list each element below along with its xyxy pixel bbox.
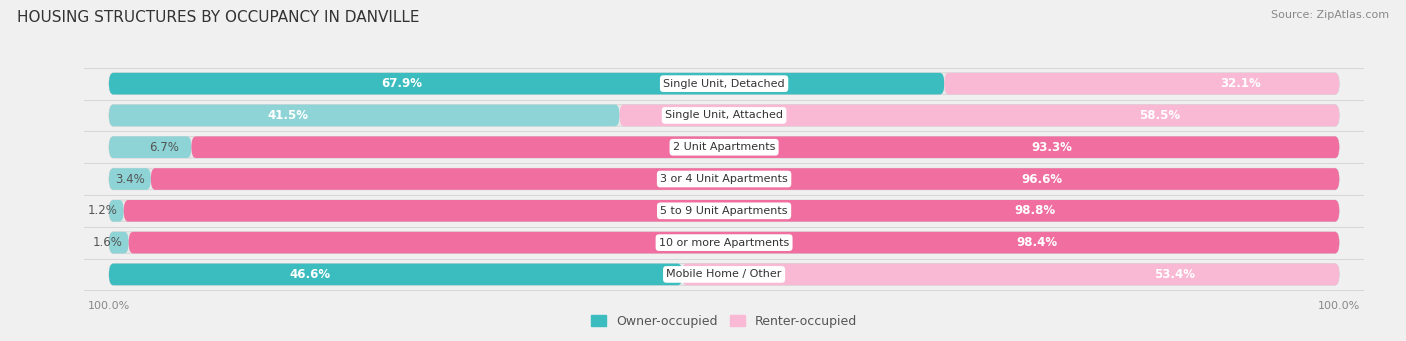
Text: 10 or more Apartments: 10 or more Apartments [659,238,789,248]
FancyBboxPatch shape [110,200,1339,222]
FancyBboxPatch shape [110,168,1339,190]
FancyBboxPatch shape [110,105,1339,126]
Text: 98.8%: 98.8% [1015,204,1056,217]
Text: 67.9%: 67.9% [381,77,422,90]
Text: Single Unit, Detached: Single Unit, Detached [664,79,785,89]
FancyBboxPatch shape [110,105,620,126]
FancyBboxPatch shape [110,200,124,222]
Text: 46.6%: 46.6% [290,268,330,281]
Text: Mobile Home / Other: Mobile Home / Other [666,269,782,279]
FancyBboxPatch shape [191,136,1339,158]
Text: 1.6%: 1.6% [93,236,122,249]
Text: 32.1%: 32.1% [1220,77,1261,90]
Text: 53.4%: 53.4% [1154,268,1195,281]
FancyBboxPatch shape [110,264,682,285]
Legend: Owner-occupied, Renter-occupied: Owner-occupied, Renter-occupied [586,310,862,333]
Text: HOUSING STRUCTURES BY OCCUPANCY IN DANVILLE: HOUSING STRUCTURES BY OCCUPANCY IN DANVI… [17,10,419,25]
FancyBboxPatch shape [682,264,1339,285]
Text: 41.5%: 41.5% [267,109,308,122]
Text: Source: ZipAtlas.com: Source: ZipAtlas.com [1271,10,1389,20]
FancyBboxPatch shape [129,232,1339,253]
Text: 3 or 4 Unit Apartments: 3 or 4 Unit Apartments [661,174,787,184]
Text: 58.5%: 58.5% [1139,109,1180,122]
FancyBboxPatch shape [110,73,945,94]
Text: 5 to 9 Unit Apartments: 5 to 9 Unit Apartments [661,206,787,216]
Text: 1.2%: 1.2% [87,204,118,217]
FancyBboxPatch shape [110,264,1339,285]
FancyBboxPatch shape [945,73,1339,94]
FancyBboxPatch shape [124,200,1339,222]
FancyBboxPatch shape [620,105,1339,126]
Text: 3.4%: 3.4% [115,173,145,186]
Text: 93.3%: 93.3% [1032,141,1073,154]
Text: 98.4%: 98.4% [1017,236,1057,249]
Text: 96.6%: 96.6% [1022,173,1063,186]
FancyBboxPatch shape [150,168,1339,190]
Text: 2 Unit Apartments: 2 Unit Apartments [673,142,775,152]
Text: 6.7%: 6.7% [149,141,179,154]
FancyBboxPatch shape [110,136,191,158]
FancyBboxPatch shape [110,73,1339,94]
FancyBboxPatch shape [110,136,1339,158]
FancyBboxPatch shape [110,232,1339,253]
Text: Single Unit, Attached: Single Unit, Attached [665,110,783,120]
FancyBboxPatch shape [110,232,129,253]
FancyBboxPatch shape [110,168,150,190]
